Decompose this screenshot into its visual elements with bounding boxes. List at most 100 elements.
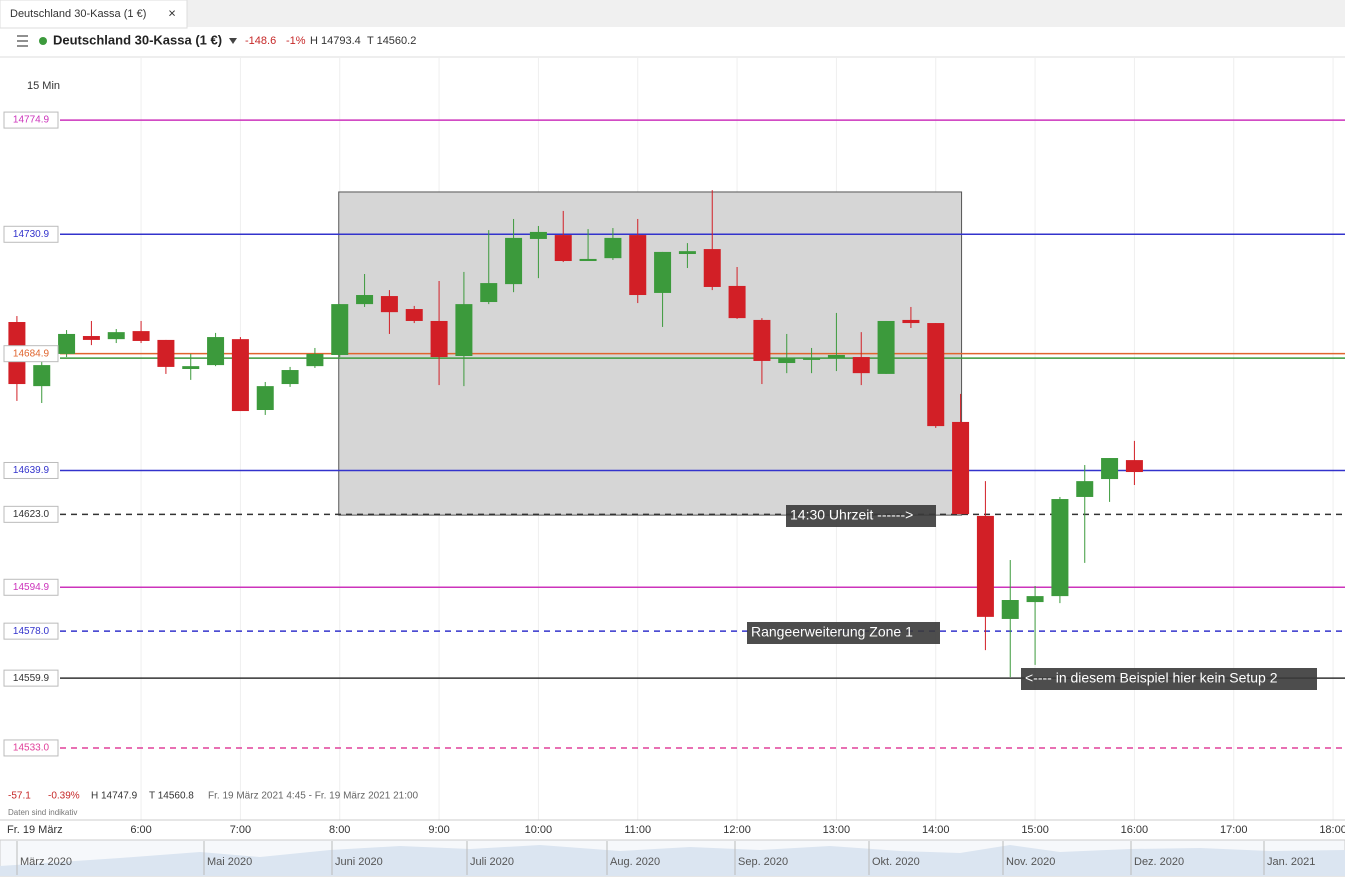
menu-icon[interactable] [17,35,28,47]
navigator-label: Dez. 2020 [1134,856,1184,868]
navigator-area [0,845,1345,876]
candle-body [604,237,622,259]
x-tick-label: 12:00 [723,824,751,836]
navigator-label: Mai 2020 [207,856,252,868]
instrument-name[interactable]: Deutschland 30-Kassa (1 €) [53,32,222,47]
navigator-labels: März 2020 Mai 2020 Juni 2020 Juli 2020 Aug. … [16,841,1315,875]
x-tick-label: 10:00 [525,824,553,836]
level-label-box [3,111,59,129]
level-label-box [3,461,59,479]
candle-body [554,235,572,262]
info-range: Fr. 19 März 2021 4:45 - Fr. 19 März 2021… [208,791,419,802]
x-start-label: Fr. 19 März [7,824,63,836]
level-label: 14559.9 [13,673,50,684]
candle-body [629,235,647,296]
candle-body [927,323,945,427]
candle-body [654,251,672,293]
info-change: -57.1 [8,791,31,802]
annotation: Rangeerweiterung Zone 1 [751,624,913,640]
tab-bar [0,0,1345,27]
x-tick-label: 18:00 [1319,824,1345,836]
navigator-label: Aug. 2020 [610,856,660,868]
candle-body [1101,458,1119,480]
candle-body [1125,460,1143,473]
x-tick-label: 13:00 [823,824,851,836]
navigator-label: Okt. 2020 [872,856,920,868]
candle-body [356,295,374,305]
x-tick-label: 8:00 [329,824,350,836]
candle-body [877,320,895,374]
tab-close[interactable]: × [168,5,176,20]
candle-body [58,333,76,354]
instrument-change-pct: -1% [286,35,306,47]
info-change-pct: -0.39% [48,791,80,802]
level-label: 14730.9 [13,229,50,240]
navigator-label: Juli 2020 [470,856,514,868]
navigator-label: Sep. 2020 [738,856,788,868]
x-tick-label: 6:00 [130,824,151,836]
candle-body [1001,600,1019,619]
tab[interactable] [0,0,188,29]
info-note: Daten sind indikativ [8,808,77,817]
candle-body [1026,596,1044,603]
candle-body [803,358,821,360]
navigator-label: Juni 2020 [335,856,383,868]
candle-body [430,320,448,358]
candle-body [579,258,597,262]
candle-body [455,304,473,357]
level-label: 14774.9 [13,115,50,126]
level-label: 14578.0 [13,626,50,637]
tab-title: Deutschland 30-Kassa (1 €) [10,8,146,20]
plot: 14774.9 14730.9 14684.9 14639.9 14623.0 14594… [3,111,1345,757]
candle-body [728,285,746,319]
annotation-box [1021,668,1317,690]
candle-body [405,309,423,321]
x-tick-label: 17:00 [1220,824,1248,836]
candle-body [778,358,796,364]
candle-body [529,231,547,239]
candle-body [827,354,845,359]
level-label: 14684.9 [13,348,50,359]
level-label-box [3,669,59,687]
candle-body [182,366,200,369]
level-label: 14533.0 [13,743,50,754]
candle-body [380,296,398,313]
status-dot [39,37,47,45]
candle-body [902,319,920,324]
candle-body [952,421,970,515]
candle-body [281,370,299,385]
candle-body [33,365,51,387]
info-high: H 14747.9 [91,791,138,802]
instrument-change: -148.6 [245,35,276,47]
candle-body [132,331,150,341]
x-tick-label: 15:00 [1021,824,1049,836]
navigator-label: März 2020 [20,856,72,868]
level-label: 14594.9 [13,582,50,593]
candle-body [678,251,696,255]
x-tick-label: 9:00 [428,824,449,836]
x-tick-label: 7:00 [230,824,251,836]
level-label: 14639.9 [13,465,50,476]
annotation: <---- in diesem Beispiel hier kein Setup… [1025,670,1278,686]
candle-body [753,319,771,361]
candle-body [207,337,225,366]
candle-body [157,339,175,367]
candle-body [703,249,721,287]
annotation-box [747,622,940,644]
level-label-box [3,622,59,640]
candle-body [82,336,100,340]
level-label-box [3,225,59,243]
level-label-box [3,505,59,523]
candle-body [480,283,498,303]
dropdown-arrow[interactable] [229,38,237,44]
x-tick-label: 11:00 [624,824,651,836]
candle-body [1051,499,1069,597]
info-low: T 14560.8 [149,791,194,802]
annotation: 14:30 Uhrzeit ------> [790,507,913,523]
navigator-label: Jan. 2021 [1267,856,1315,868]
level-label-box [3,739,59,757]
navigator-label: Nov. 2020 [1006,856,1055,868]
candle-body [256,386,274,411]
candle-body [505,237,523,285]
